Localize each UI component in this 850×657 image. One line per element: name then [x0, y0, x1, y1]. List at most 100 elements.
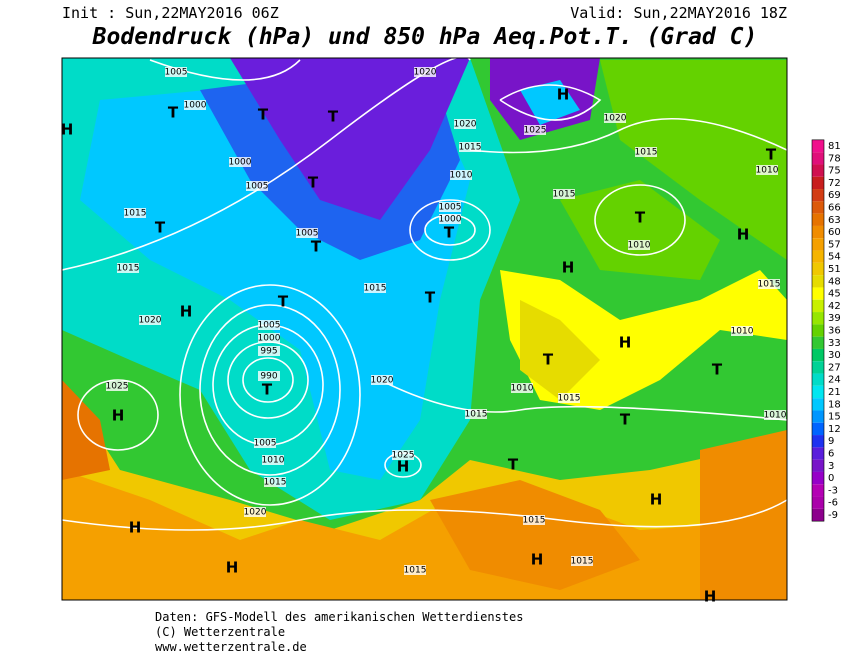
- isobar-label-bg: [465, 409, 487, 419]
- isobar-label-bg: [264, 477, 286, 487]
- colorbar-swatch: [812, 484, 824, 497]
- isobar-label-bg: [523, 515, 545, 525]
- pressure-center: T: [508, 456, 519, 474]
- pressure-center: T: [766, 146, 777, 164]
- isobar-label: 1015: [459, 143, 482, 153]
- isobar-label-bg: [258, 346, 280, 356]
- map-frame: [61, 57, 788, 601]
- colorbar-swatch: [812, 459, 824, 472]
- pressure-center: H: [112, 407, 125, 425]
- colorbar-swatch: [812, 508, 824, 522]
- isobar-label-bg: [244, 507, 266, 517]
- isobar-label-bg: [246, 181, 268, 191]
- isobar-label-bg: [558, 393, 580, 403]
- colorbar-swatch: [812, 410, 824, 423]
- colorbar-swatch: [812, 225, 824, 239]
- isobar-label: 1015: [523, 516, 546, 526]
- colorbar-swatch: [812, 139, 824, 153]
- isobar-label: 1015: [404, 566, 427, 576]
- isobar-label-bg: [258, 320, 280, 330]
- pressure-center: T: [543, 351, 554, 369]
- footer-copyright: (C) Wetterzentrale: [155, 625, 285, 639]
- isobar-label-bg: [571, 556, 593, 566]
- colorbar-label: 72: [828, 178, 841, 189]
- colorbar-swatch: [812, 361, 824, 374]
- pressure-center: T: [311, 238, 322, 256]
- colorbar-swatch: [812, 299, 824, 313]
- colorbar-label: 0: [828, 473, 834, 484]
- colorbar-label: 51: [828, 264, 841, 275]
- colorbar-label: 27: [828, 362, 841, 373]
- isobar-label: 1020: [371, 376, 394, 386]
- pressure-center: H: [180, 303, 193, 321]
- isobar-label-bg: [756, 165, 778, 175]
- pressure-center: T: [258, 106, 269, 124]
- isobar-label: 1005: [254, 439, 277, 449]
- isobar-label-bg: [635, 147, 657, 157]
- isobar-label-bg: [296, 228, 318, 238]
- pressure-center: H: [61, 121, 74, 139]
- footer-source: Daten: GFS-Modell des amerikanischen Wet…: [155, 610, 523, 624]
- colorbar-swatch: [812, 471, 824, 485]
- pressure-center: T: [425, 289, 436, 307]
- colorbar-swatch: [812, 385, 824, 399]
- colorbar-label: 81: [828, 141, 841, 152]
- pressure-center: H: [129, 519, 142, 537]
- isobar-label-bg: [262, 455, 284, 465]
- isobar-label-bg: [184, 100, 206, 110]
- colorbar-label: 57: [828, 239, 841, 250]
- isobar-label: 1000: [229, 158, 252, 168]
- isobar-label: 1010: [628, 241, 651, 251]
- colorbar-label: 18: [828, 399, 841, 410]
- colorbar-label: 60: [828, 227, 841, 238]
- isobar-label-bg: [139, 315, 161, 325]
- colorbar-swatch: [812, 201, 824, 214]
- isobar-label: 1015: [117, 264, 140, 274]
- isobar-label-bg: [511, 383, 533, 393]
- isobar-label-bg: [524, 125, 546, 135]
- valid-time: Valid: Sun,22MAY2016 18Z: [570, 4, 787, 22]
- isobar-label: 1015: [758, 280, 781, 290]
- isobar-label-bg: [371, 375, 393, 385]
- colorbar-swatch: [812, 422, 824, 436]
- isobar-label-bg: [124, 208, 146, 218]
- colorbar-swatch: [812, 348, 824, 362]
- colorbar-swatch: [812, 287, 824, 300]
- isobar-label-bg: [258, 333, 280, 343]
- isobar-label: 1005: [246, 182, 269, 192]
- isobar-label-bg: [364, 283, 386, 293]
- isobar-label: 990: [260, 372, 277, 382]
- isobar-label: 1015: [364, 284, 387, 294]
- isobar-label: 1010: [764, 411, 787, 421]
- isobar-label-bg: [450, 170, 472, 180]
- pressure-center: T: [635, 209, 646, 227]
- colorbar-swatch: [812, 398, 824, 411]
- isobar-label: 1015: [264, 478, 287, 488]
- isobar-label: 1015: [465, 410, 488, 420]
- isobar-label: 1020: [454, 120, 477, 130]
- pressure-center: H: [704, 588, 717, 606]
- isobar-label: 1025: [524, 126, 547, 136]
- colorbar-swatch: [812, 373, 824, 386]
- isobar-label: 1010: [262, 456, 285, 466]
- isobar-label: 1005: [439, 203, 462, 213]
- colorbar-swatch: [812, 262, 824, 276]
- colorbar-label: -6: [828, 498, 838, 509]
- isobar-label: 1000: [184, 101, 207, 111]
- colorbar-swatch: [812, 176, 824, 190]
- footer-url: www.wetterzentrale.de: [155, 640, 307, 654]
- isobar-label-bg: [439, 202, 461, 212]
- colorbar-swatch: [812, 238, 824, 251]
- colorbar-label: 9: [828, 436, 834, 447]
- pressure-center: T: [155, 219, 166, 237]
- pressure-center: T: [620, 411, 631, 429]
- colorbar-label: 48: [828, 276, 841, 287]
- colorbar-label: 66: [828, 203, 841, 214]
- map: [62, 58, 787, 600]
- isobar-label-bg: [404, 565, 426, 575]
- pressure-center: T: [262, 381, 273, 399]
- colorbar-label: 30: [828, 350, 841, 361]
- map-title: Bodendruck (hPa) und 850 hPa Aeq.Pot.T. …: [92, 24, 758, 50]
- pressure-center: T: [308, 174, 319, 192]
- isobar-label: 1020: [414, 68, 437, 78]
